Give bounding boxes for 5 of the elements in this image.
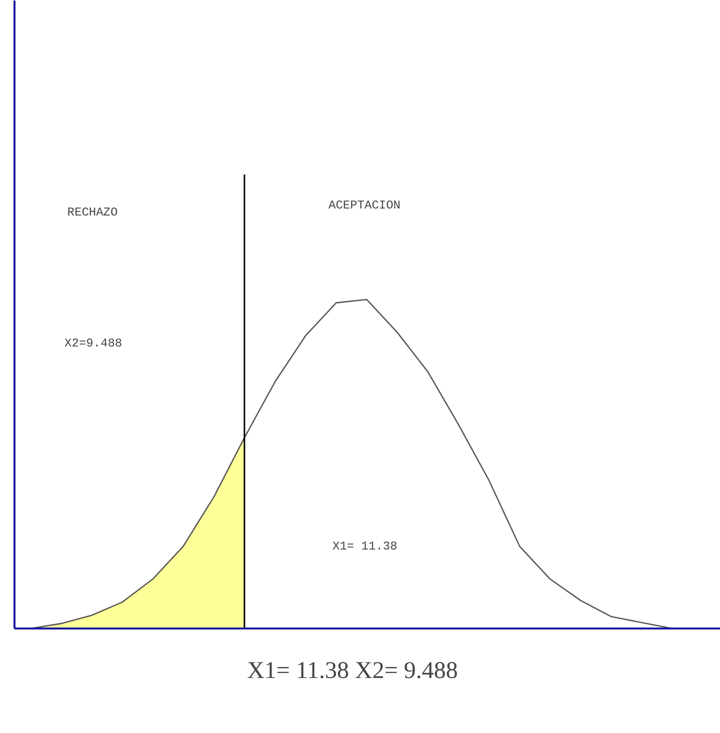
text: ACEPTACION — [328, 198, 401, 212]
annotation: X1= 11.38 — [332, 540, 398, 554]
text: X1= 11.38 X2= 9.488 — [247, 658, 458, 684]
text: RECHAZO — [67, 206, 118, 220]
annotation: X2=9.488 — [64, 336, 122, 350]
